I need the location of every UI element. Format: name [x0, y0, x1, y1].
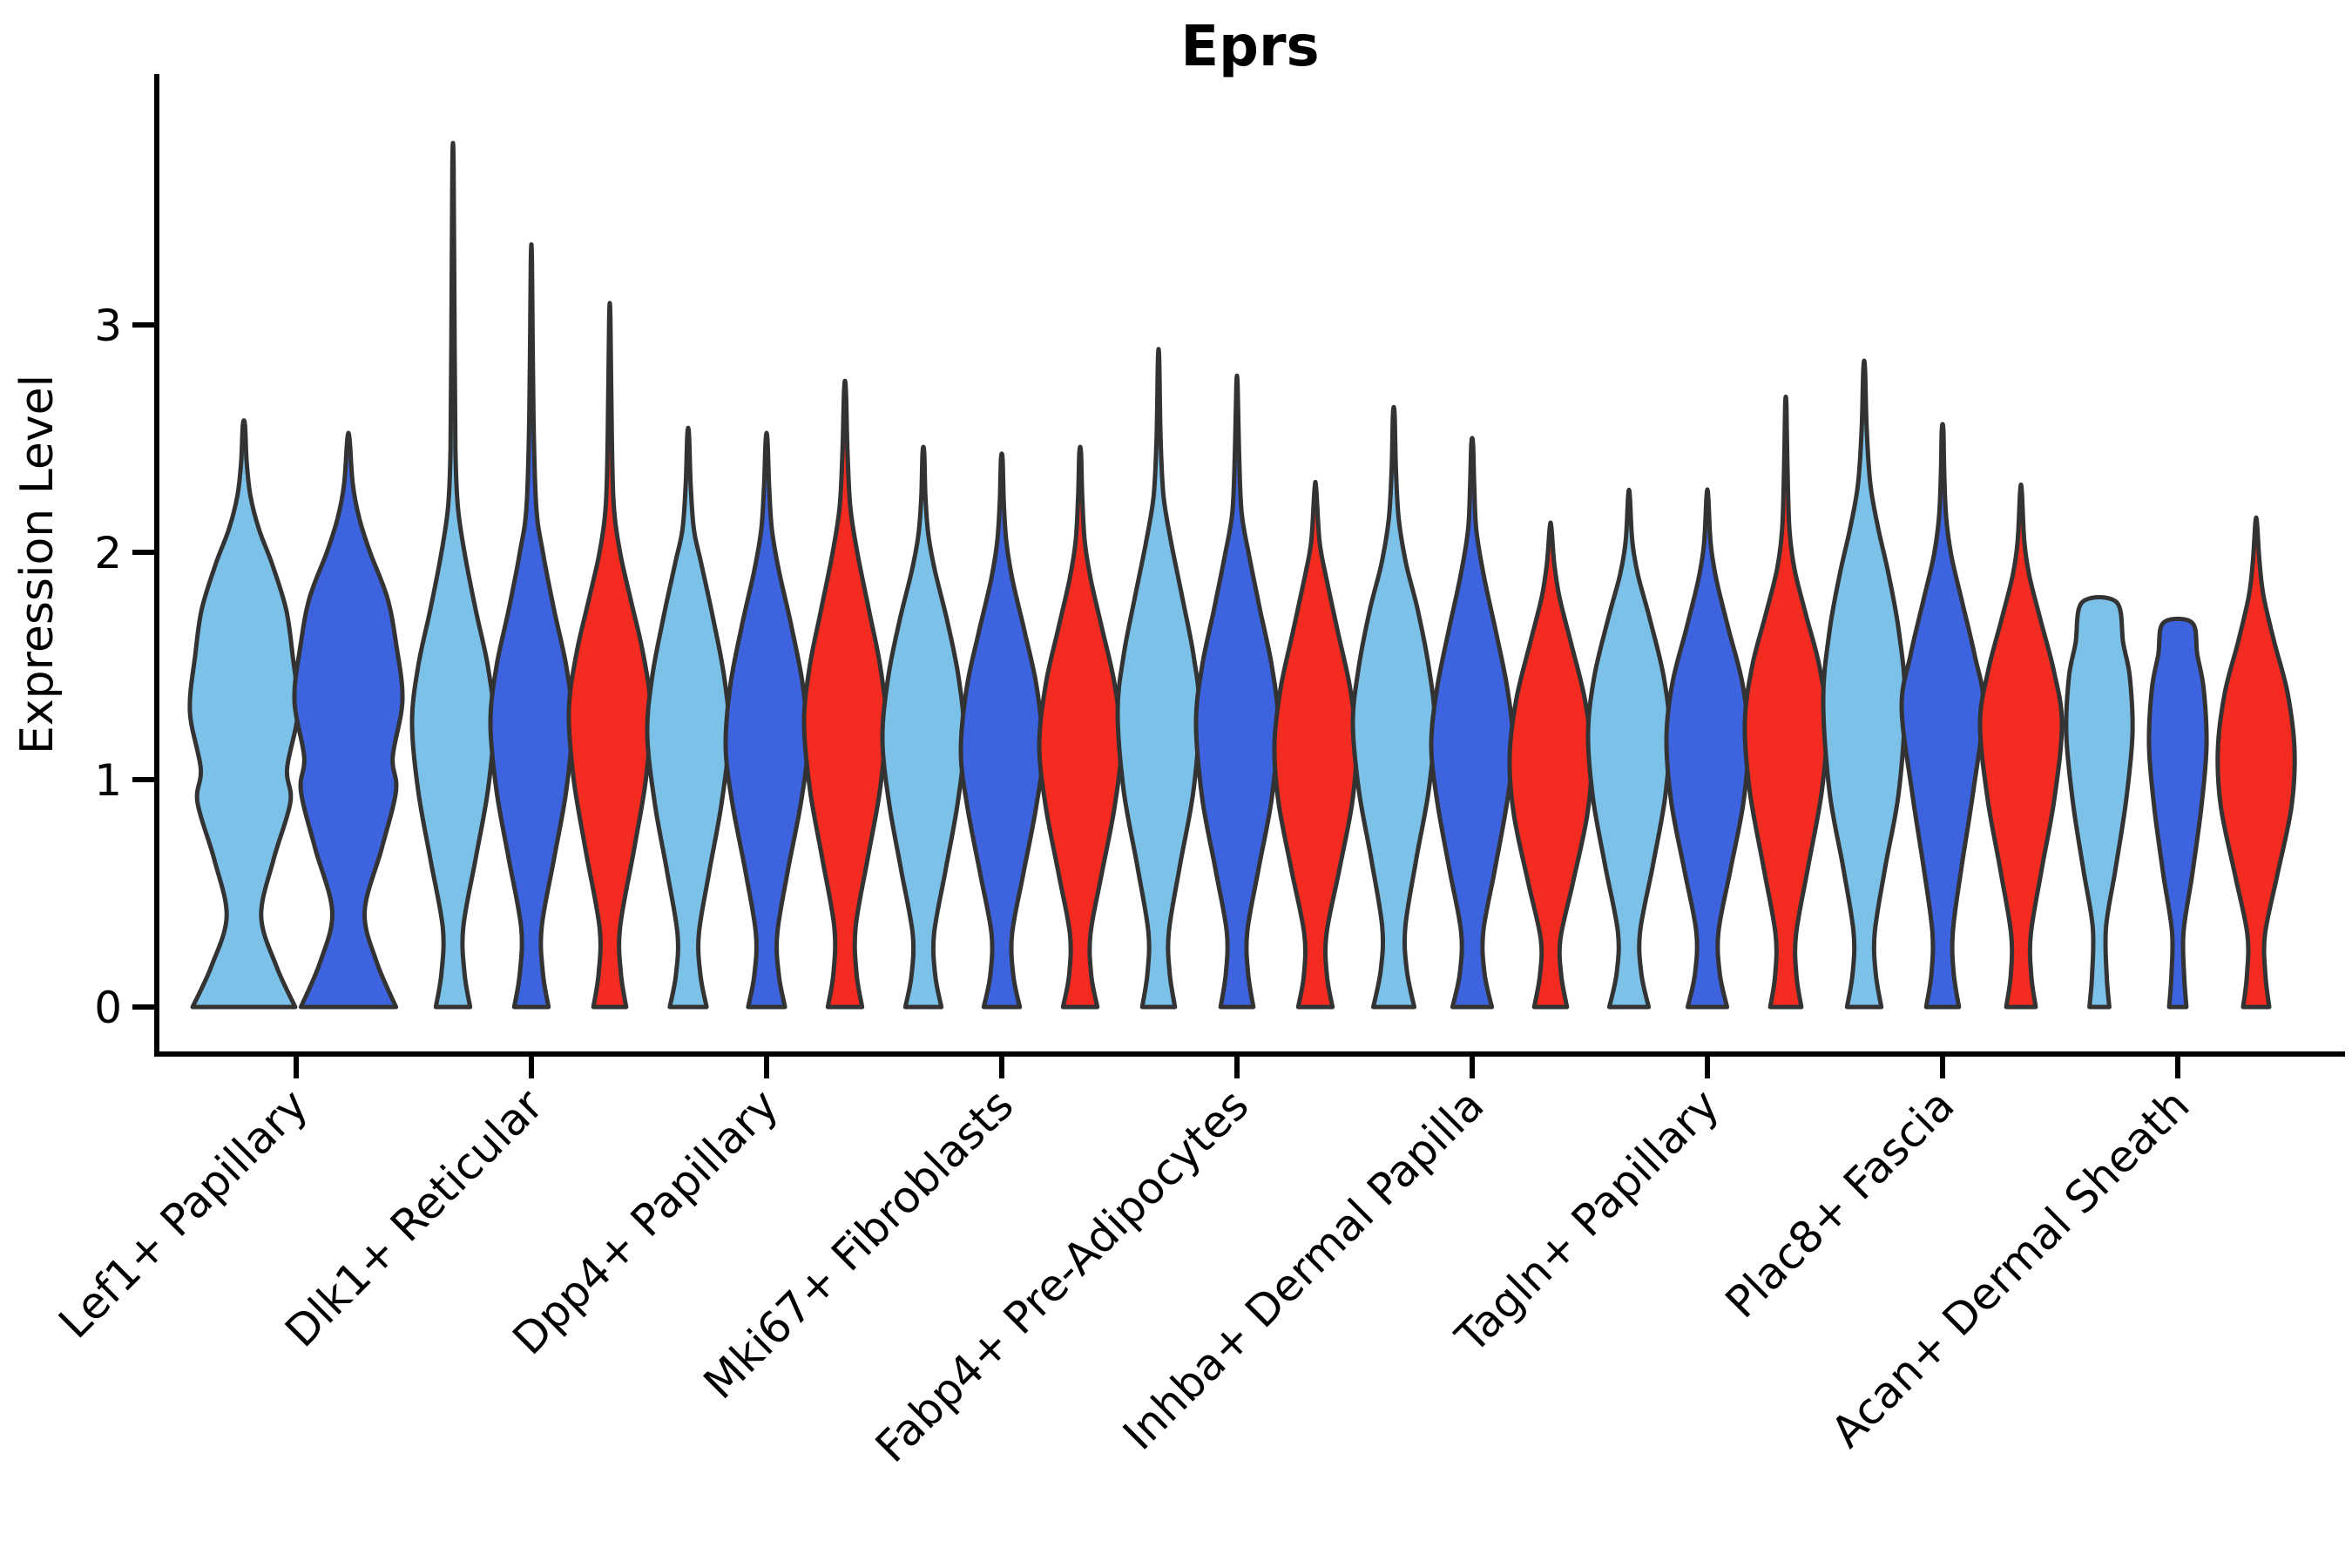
violin-fabp4-pre-adipocytes-blue — [1193, 373, 1281, 1010]
y-tick-label: 0 — [94, 983, 122, 1033]
y-tick-label: 2 — [94, 528, 122, 578]
violin-lef1-papillary-blue — [292, 430, 405, 1010]
violin-plac8-fascia-light_blue — [1821, 358, 1908, 1010]
violin-acan-dermal-sheath-light_blue — [2064, 595, 2135, 1010]
violin-inhba-dermal-papilla-blue — [1429, 436, 1516, 1010]
violin-tagln-papillary-light_blue — [1585, 487, 1673, 1010]
violin-inhba-dermal-papilla-red — [1507, 520, 1594, 1010]
violin-plac8-fascia-red — [1977, 482, 2065, 1010]
violin-lef1-papillary-light_blue — [187, 418, 301, 1010]
x-tick-label: Tagln+ Papillary — [1445, 1079, 1728, 1362]
violin-acan-dermal-sheath-red — [2215, 515, 2297, 1010]
axes-layer — [132, 74, 2345, 1078]
y-tick-label: 1 — [94, 755, 122, 806]
violin-dpp4-papillary-light_blue — [645, 425, 732, 1010]
violin-dlk1-reticular-red — [566, 301, 653, 1010]
violin-tagln-papillary-red — [1742, 395, 1829, 1010]
violin-dlk1-reticular-light_blue — [409, 141, 497, 1010]
x-tick-label: Lef1+ Papillary — [49, 1079, 317, 1348]
violin-dpp4-papillary-red — [801, 378, 889, 1010]
y-tick-label: 3 — [94, 301, 122, 351]
x-tick-label: Fabp4+ Pre-Adipocytes — [866, 1079, 1259, 1472]
violin-acan-dermal-sheath-blue — [2146, 616, 2209, 1010]
violin-dpp4-papillary-blue — [723, 430, 810, 1010]
y-axis-label: Expression Level — [11, 375, 64, 754]
violin-plac8-fascia-blue — [1899, 422, 1986, 1010]
x-tick-label: Dlk1+ Reticular — [275, 1079, 552, 1356]
violin-dlk1-reticular-blue — [488, 242, 575, 1010]
chart-title: Eprs — [1180, 15, 1319, 79]
x-tick-label: Plac8+ Fascia — [1716, 1079, 1964, 1328]
violin-mki67-fibroblasts-red — [1037, 444, 1124, 1010]
violin-fabp4-pre-adipocytes-red — [1272, 479, 1359, 1010]
violin-tagln-papillary-blue — [1664, 487, 1751, 1010]
violin-fabp4-pre-adipocytes-light_blue — [1115, 347, 1202, 1010]
violin-mki67-fibroblasts-light_blue — [880, 444, 967, 1010]
violin-mki67-fibroblasts-blue — [958, 451, 1045, 1010]
violin-inhba-dermal-papilla-light_blue — [1350, 404, 1437, 1010]
violin-layer — [187, 141, 2297, 1010]
